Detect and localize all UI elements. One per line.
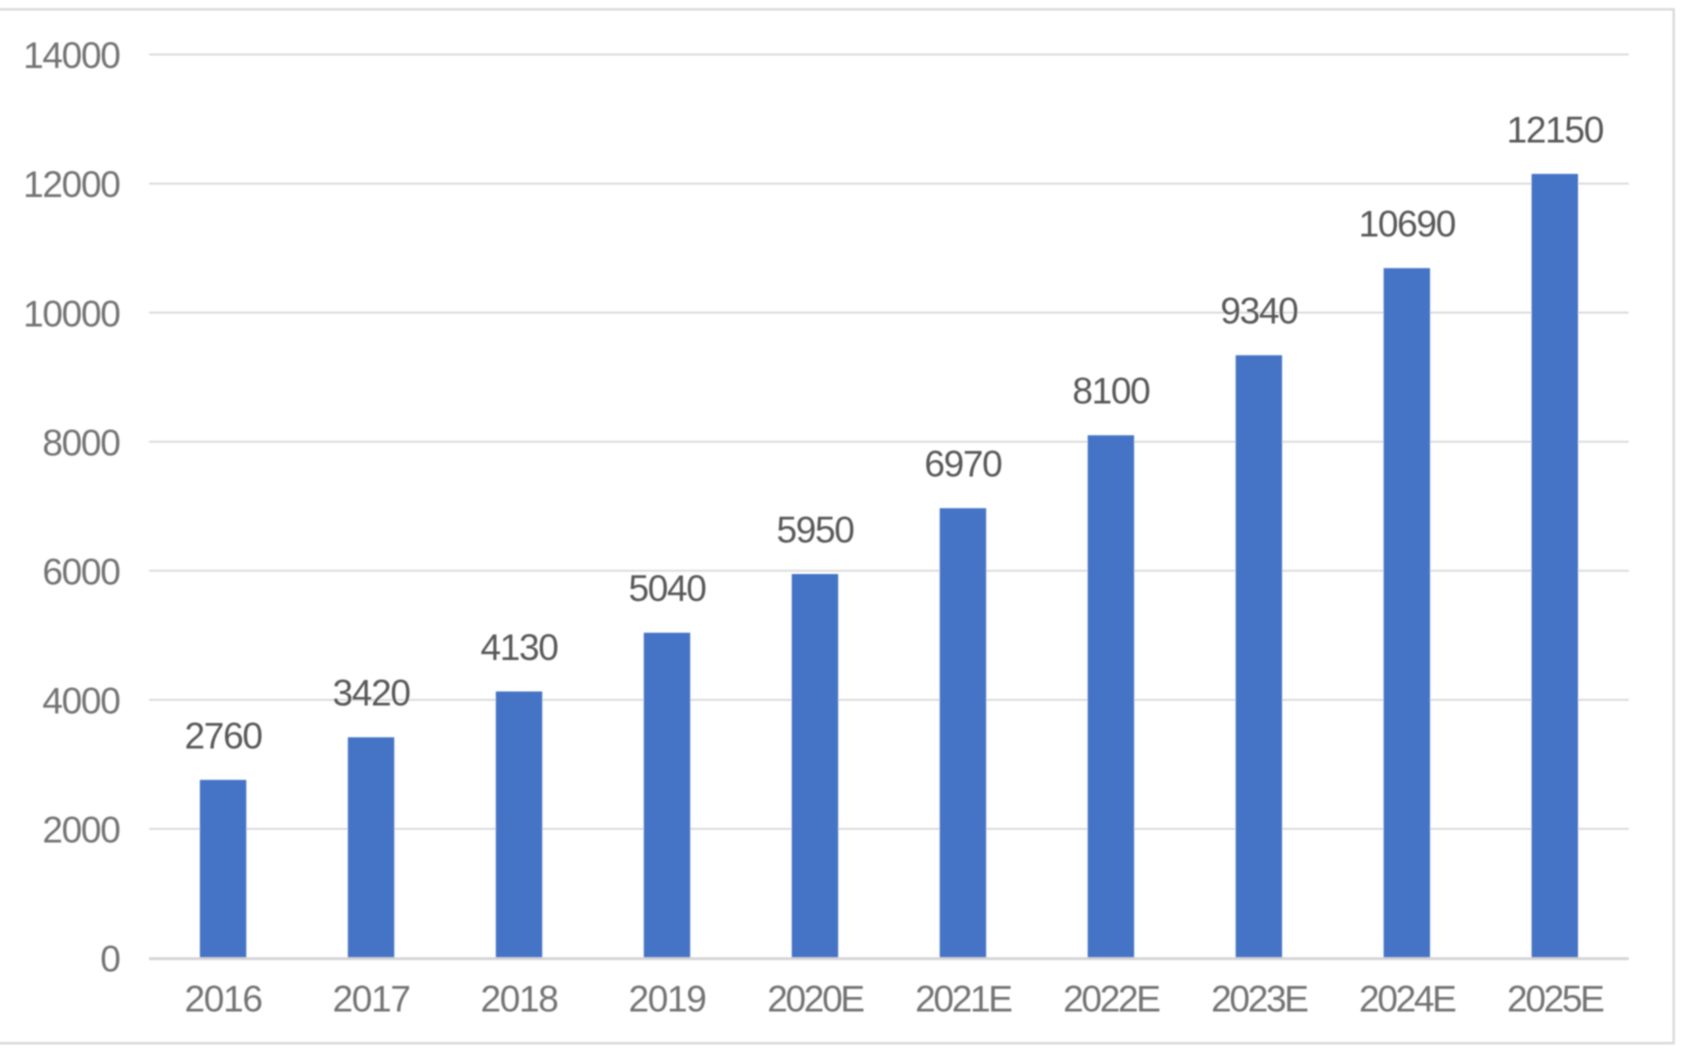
svg-text:2021E: 2021E <box>915 979 1012 1020</box>
svg-text:10690: 10690 <box>1359 204 1456 245</box>
svg-text:2760: 2760 <box>185 715 263 756</box>
svg-text:8000: 8000 <box>42 422 120 463</box>
svg-text:2025E: 2025E <box>1507 979 1604 1020</box>
svg-text:2017: 2017 <box>333 979 410 1020</box>
svg-text:14000: 14000 <box>23 35 120 76</box>
svg-text:8100: 8100 <box>1072 371 1150 412</box>
svg-text:9340: 9340 <box>1220 291 1298 332</box>
svg-text:5040: 5040 <box>628 568 706 609</box>
svg-text:0: 0 <box>100 939 120 980</box>
svg-text:6000: 6000 <box>42 551 120 592</box>
svg-text:2023E: 2023E <box>1211 979 1308 1020</box>
svg-text:4000: 4000 <box>42 681 120 722</box>
svg-text:12150: 12150 <box>1507 109 1604 150</box>
svg-text:2016: 2016 <box>185 979 262 1020</box>
svg-text:2019: 2019 <box>628 979 705 1020</box>
svg-text:2000: 2000 <box>42 810 120 851</box>
svg-text:4130: 4130 <box>480 627 558 668</box>
svg-text:2020E: 2020E <box>767 979 864 1020</box>
svg-text:2024E: 2024E <box>1359 979 1456 1020</box>
svg-text:10000: 10000 <box>23 293 120 334</box>
svg-text:2018: 2018 <box>480 979 557 1020</box>
svg-text:5950: 5950 <box>776 509 854 550</box>
svg-text:3420: 3420 <box>333 673 411 714</box>
svg-text:2022E: 2022E <box>1063 979 1160 1020</box>
svg-text:12000: 12000 <box>23 164 120 205</box>
svg-text:6970: 6970 <box>924 444 1002 485</box>
